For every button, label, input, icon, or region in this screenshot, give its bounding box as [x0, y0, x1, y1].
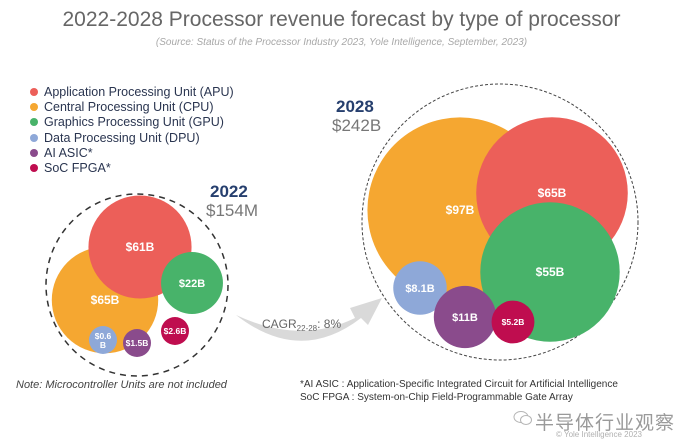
bubble-2022-dpu: [89, 326, 117, 354]
footnote-soc-fpga: SoC FPGA : System-on-Chip Field-Programm…: [300, 392, 573, 403]
cagr-value: : 8%: [317, 317, 341, 331]
wechat-icon: [513, 411, 532, 425]
legend-label: Data Processing Unit (DPU): [44, 130, 200, 145]
bubble-label-2028-ai-asic: $11B: [452, 312, 478, 324]
legend-item-ai-asic: AI ASIC*: [30, 145, 234, 160]
legend: Application Processing Unit (APU) Centra…: [30, 84, 234, 176]
chart-subtitle: (Source: Status of the Processor Industr…: [155, 37, 528, 48]
group-2022-boundary: [45, 193, 229, 377]
legend-label: AI ASIC*: [44, 145, 93, 160]
chart-title: 2022-2028 Processor revenue forecast by …: [62, 8, 621, 31]
legend-label: SoC FPGA*: [44, 161, 111, 176]
footnotes: *AI ASIC : Application-Specific Integrat…: [300, 378, 618, 404]
legend-label: Graphics Processing Unit (GPU): [44, 115, 224, 130]
legend-item-soc-fpga: SoC FPGA*: [30, 160, 234, 175]
bubble-label-2028-dpu: $8.1B: [405, 283, 434, 295]
bubble-label-2028-gpu: $55B: [536, 265, 565, 279]
cagr-label: CAGR22-28: 8%: [262, 317, 341, 333]
bubble-label-2022-dpu: $0.6 B: [95, 331, 112, 350]
legend-dot-gpu: [30, 118, 38, 127]
legend-item-cpu: Central Processing Unit (CPU): [30, 99, 234, 114]
legend-item-gpu: Graphics Processing Unit (GPU): [30, 115, 234, 130]
bubble-label-2028-apu: $65B: [538, 186, 567, 200]
bubble-2028-ai-asic: [433, 285, 497, 349]
cagr-arrow: [236, 298, 382, 341]
bubble-label-2022-gpu: $22B: [179, 278, 205, 290]
group-2022-year: 2022: [210, 182, 248, 201]
bubble-label-2022-cpu: $65B: [91, 293, 120, 307]
note: Note: Microcontroller Units are not incl…: [16, 379, 227, 391]
group-2022-total: $154M: [206, 201, 258, 220]
group-2028-year: 2028: [336, 97, 374, 116]
bubble-label-2022-soc-fpga: $2.6B: [164, 326, 187, 336]
group-2028-total: $242B: [332, 116, 381, 135]
legend-item-apu: Application Processing Unit (APU): [30, 84, 234, 99]
bubble-label-2022-apu: $61B: [126, 240, 155, 254]
legend-dot-soc-fpga: [30, 164, 38, 173]
group-2022: 2022 $154M $65B $61B $22B $2.6B $1.5B $0.6 B: [45, 182, 258, 377]
legend-dot-cpu: [30, 102, 38, 111]
bubble-label-2028-cpu: $97B: [446, 203, 475, 217]
legend-label: Application Processing Unit (APU): [44, 84, 234, 99]
cagr-prefix: CAGR: [262, 317, 297, 331]
watermark: 半导体行业观察: [535, 413, 676, 434]
legend-dot-ai-asic: [30, 148, 38, 157]
bubble-2022-ai-asic: [123, 329, 151, 357]
legend-label: Central Processing Unit (CPU): [44, 99, 214, 114]
bubble-2028-dpu: [393, 261, 447, 315]
bubble-2028-soc-fpga: [491, 300, 535, 344]
copyright: © Yole Intelligence 2023: [556, 430, 642, 439]
bubble-2022-gpu: [161, 252, 223, 314]
group-2028-boundary: [361, 83, 639, 361]
legend-item-dpu: Data Processing Unit (DPU): [30, 130, 234, 145]
bubble-label-2028-soc-fpga: $5.2B: [502, 317, 525, 327]
bubble-2022-soc-fpga: [161, 317, 189, 345]
cagr-subscript: 22-28: [297, 324, 318, 333]
legend-dot-apu: [30, 87, 38, 96]
footnote-ai-asic: *AI ASIC : Application-Specific Integrat…: [300, 379, 618, 390]
group-2028: 2028 $242B $97B $65B $55B $8.1B $11B $5.2B: [332, 83, 639, 361]
bubble-label-2022-ai-asic: $1.5B: [126, 338, 149, 348]
legend-dot-dpu: [30, 133, 38, 142]
